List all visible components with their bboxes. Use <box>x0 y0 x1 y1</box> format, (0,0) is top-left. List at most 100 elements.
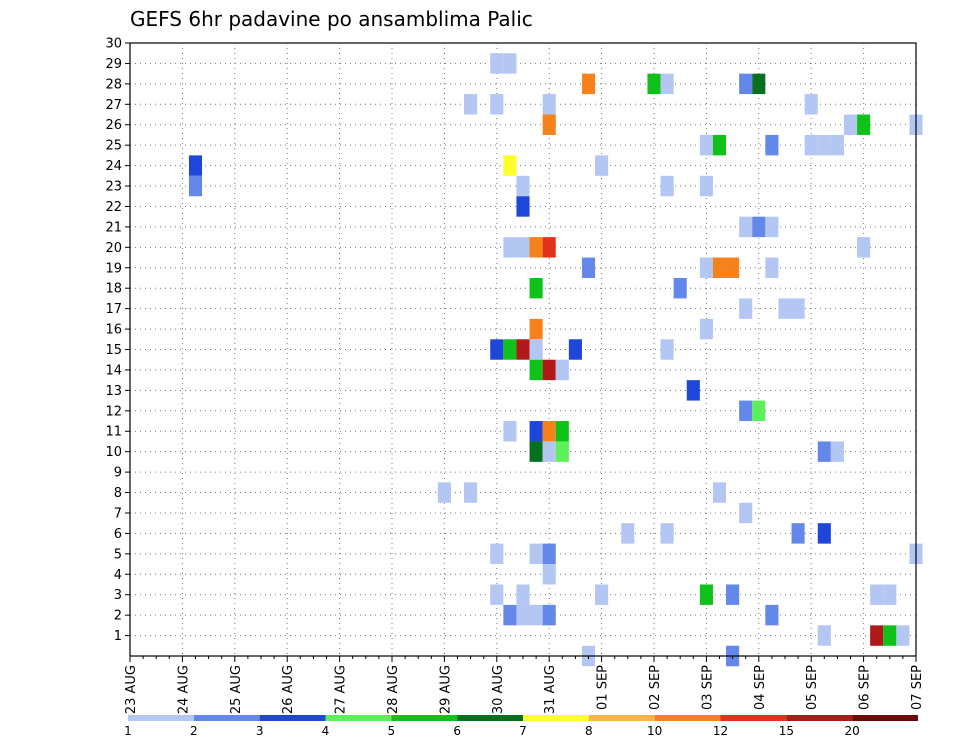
heatmap-cell <box>464 94 478 115</box>
colorbar-swatch <box>128 715 194 721</box>
x-tick-label: 03 SEP <box>700 665 715 710</box>
heatmap-cell <box>712 257 727 278</box>
y-tick-label: 27 <box>105 98 122 113</box>
y-tick-label: 20 <box>105 241 122 256</box>
y-tick-label: 13 <box>105 384 122 399</box>
heatmap-cell <box>516 237 530 258</box>
x-axis-ticks: 23 AUG 24 AUG 25 AUG 26 AUG 27 AUG 28 AUG 29 A… <box>124 656 925 714</box>
y-tick-label: 25 <box>105 139 122 154</box>
heatmap-cell <box>699 318 713 340</box>
y-tick-label: 24 <box>105 159 122 174</box>
heatmap-cell <box>516 196 530 217</box>
y-tick-label: 23 <box>105 180 122 195</box>
y-tick-label: 29 <box>105 57 122 72</box>
colorbar: 1 2 3 4 5 6 7 8 10 12 15 20 <box>124 715 918 738</box>
heatmap-cell <box>542 564 556 585</box>
heatmap-cell <box>555 421 569 442</box>
y-tick-label: 14 <box>105 363 122 378</box>
y-tick-label: 11 <box>105 425 122 440</box>
heatmap-cell <box>699 134 713 156</box>
heatmap-cell <box>699 257 713 278</box>
chart-title: GEFS 6hr padavine po ansamblima Palic <box>130 7 533 31</box>
colorbar-label: 20 <box>845 724 860 738</box>
y-tick-label: 21 <box>105 220 122 235</box>
y-tick-label: 26 <box>105 118 122 133</box>
colorbar-label: 6 <box>453 724 461 738</box>
heatmap-cell <box>765 134 779 156</box>
y-tick-label: 1 <box>114 629 122 644</box>
heatmap-cell <box>660 73 674 95</box>
heatmap-cell <box>804 94 818 115</box>
x-tick-label: 26 AUG <box>281 665 296 714</box>
heatmap-cell <box>817 134 831 156</box>
colorbar-label: 1 <box>124 724 132 738</box>
heatmap-cell <box>817 625 831 646</box>
heatmap-cell <box>490 53 504 74</box>
heatmap-cell <box>595 584 609 605</box>
colorbar-label: 3 <box>256 724 264 738</box>
heatmap-cell <box>529 237 543 258</box>
heatmap-cell <box>503 237 517 258</box>
heatmap-cell <box>516 604 530 626</box>
colorbar-label: 7 <box>519 724 527 738</box>
heatmap-cell <box>883 625 897 646</box>
heatmap-cell <box>529 277 543 299</box>
colorbar-swatch <box>457 715 523 721</box>
heatmap-cell <box>765 604 779 626</box>
y-tick-label: 17 <box>105 302 122 317</box>
heatmap-cell <box>739 298 753 319</box>
x-tick-label: 28 AUG <box>386 665 401 714</box>
x-tick-label: 04 SEP <box>753 665 768 710</box>
heatmap-cell <box>621 523 635 544</box>
heatmap-cell <box>843 114 858 135</box>
x-tick-label: 27 AUG <box>334 665 349 714</box>
heatmap-cell <box>752 216 766 238</box>
y-tick-label: 19 <box>105 261 122 276</box>
y-tick-label: 28 <box>105 77 122 92</box>
colorbar-label: 15 <box>779 724 794 738</box>
heatmap-cell <box>739 216 753 238</box>
x-tick-label: 02 SEP <box>648 665 663 710</box>
heatmap-cell <box>791 523 805 544</box>
heatmap-cell <box>660 339 674 360</box>
heatmap-cell <box>595 155 609 176</box>
y-tick-label: 18 <box>105 282 122 297</box>
colorbar-label: 8 <box>585 724 593 738</box>
y-tick-label: 7 <box>114 506 122 521</box>
y-tick-label: 22 <box>105 200 122 215</box>
heatmap-cell <box>516 584 530 605</box>
heatmap-cell <box>830 134 844 156</box>
y-tick-label: 6 <box>114 527 122 542</box>
heatmap-cell <box>529 339 543 360</box>
heatmap-cell <box>699 584 713 605</box>
heatmap-cell <box>542 543 556 565</box>
colorbar-label: 12 <box>713 724 728 738</box>
heatmap-cell <box>516 175 530 197</box>
heatmap-cell <box>686 380 700 401</box>
heatmap-cell <box>464 482 478 503</box>
heatmap-cell <box>739 400 753 422</box>
colorbar-label: 5 <box>388 724 396 738</box>
heatmap-cell <box>555 359 569 381</box>
colorbar-swatch <box>259 715 326 721</box>
colorbar-swatch <box>325 715 392 721</box>
heatmap-cell <box>542 237 556 258</box>
heatmap-cell <box>673 277 687 299</box>
heatmap-cell <box>503 604 517 626</box>
colorbar-swatch <box>654 715 721 721</box>
heatmap-cell <box>516 339 530 360</box>
heatmap-cell <box>529 543 543 565</box>
y-tick-label: 10 <box>105 445 122 460</box>
heatmap-cell <box>857 114 871 135</box>
x-tick-label: 01 SEP <box>596 665 611 710</box>
heatmap-cell <box>490 339 504 360</box>
colorbar-swatch <box>523 715 589 721</box>
x-tick-label: 05 SEP <box>805 665 820 710</box>
heatmap-cell <box>542 441 556 462</box>
heatmap-cell <box>752 73 766 95</box>
heatmap-cell <box>529 441 543 462</box>
heatmap-cell <box>660 175 674 197</box>
y-tick-label: 12 <box>105 404 122 419</box>
heatmap-cell <box>542 421 556 442</box>
